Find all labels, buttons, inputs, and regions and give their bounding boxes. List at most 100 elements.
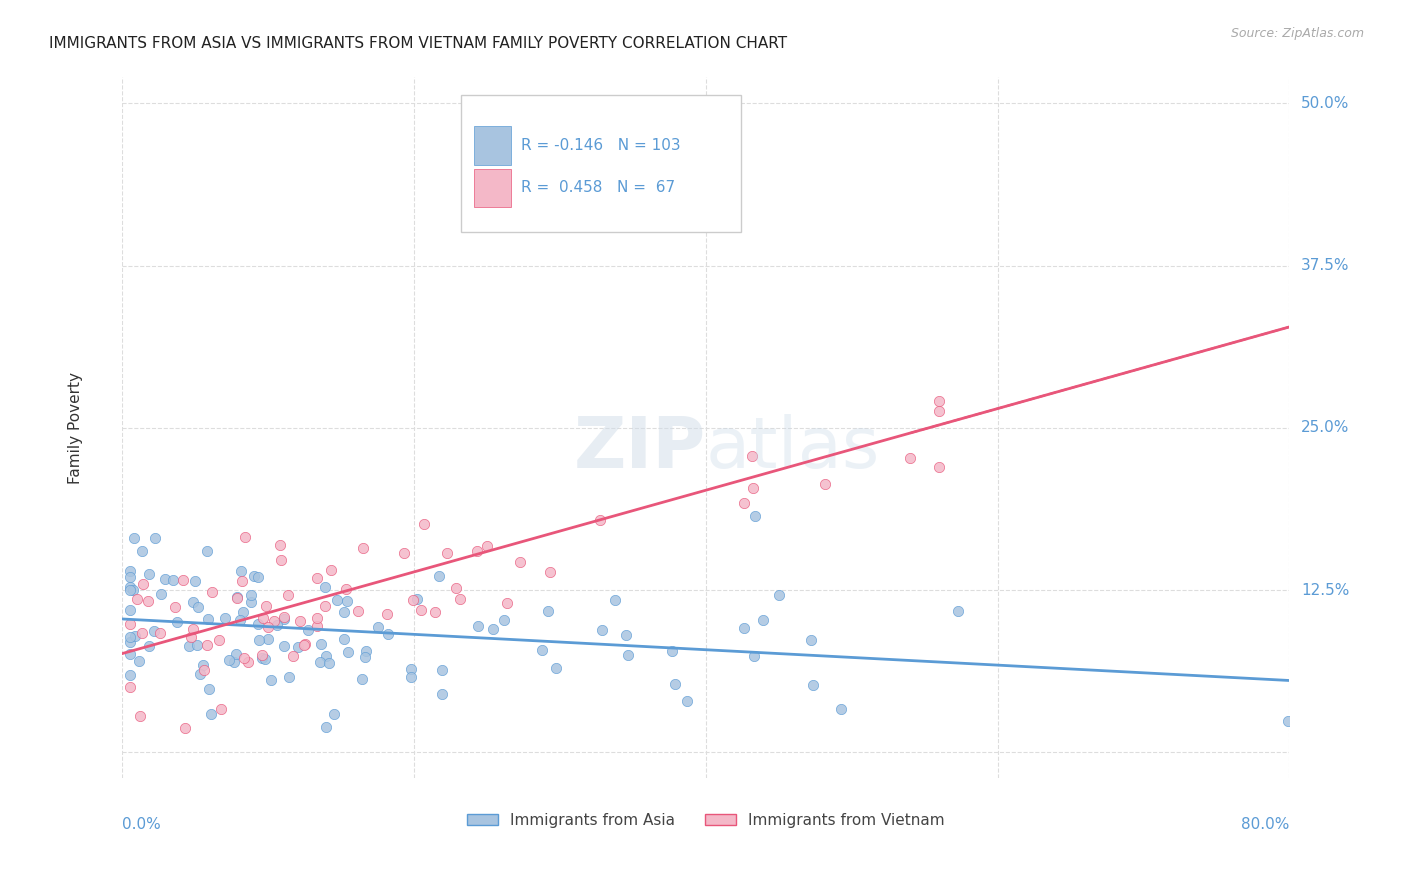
Point — [118, 564, 141, 578]
Point — [430, 688, 453, 702]
Point — [292, 638, 315, 652]
Point — [482, 622, 505, 636]
Point — [218, 653, 240, 667]
Point — [131, 544, 153, 558]
Point — [252, 611, 274, 625]
Point — [294, 637, 316, 651]
Point — [250, 648, 273, 663]
Point — [277, 588, 299, 602]
Point — [676, 694, 699, 708]
Point — [118, 582, 141, 597]
Point — [124, 629, 146, 643]
Point — [118, 631, 141, 645]
Point — [266, 617, 288, 632]
Point — [118, 617, 141, 632]
Point — [225, 591, 247, 605]
Point — [181, 622, 204, 636]
Point — [174, 721, 197, 735]
Point — [744, 508, 766, 523]
Point — [537, 604, 560, 618]
Point — [118, 680, 141, 694]
Point — [315, 648, 337, 663]
Point — [118, 570, 141, 584]
Point — [309, 637, 332, 651]
Point — [143, 624, 166, 639]
Point — [367, 620, 389, 634]
Point — [225, 591, 247, 606]
Point — [307, 571, 329, 585]
Point — [238, 655, 260, 669]
Text: R = -0.146   N = 103: R = -0.146 N = 103 — [522, 138, 681, 153]
Text: 12.5%: 12.5% — [1301, 582, 1350, 598]
Point — [278, 670, 301, 684]
Point — [233, 530, 256, 544]
Point — [149, 625, 172, 640]
Point — [273, 610, 295, 624]
Point — [246, 570, 269, 584]
Point — [616, 648, 638, 662]
Text: Family Poverty: Family Poverty — [67, 372, 83, 483]
Point — [270, 552, 292, 566]
Point — [183, 595, 205, 609]
Point — [325, 593, 347, 607]
Point — [336, 645, 359, 659]
Point — [350, 673, 373, 687]
Point — [260, 673, 283, 687]
Point — [495, 596, 517, 610]
Point — [589, 513, 612, 527]
Point — [427, 569, 450, 583]
Text: 0.0%: 0.0% — [122, 817, 162, 831]
Text: 50.0%: 50.0% — [1301, 96, 1350, 111]
Text: R =  0.458   N =  67: R = 0.458 N = 67 — [522, 180, 676, 195]
Point — [1277, 714, 1299, 729]
Point — [814, 477, 837, 491]
Point — [198, 681, 221, 696]
Point — [314, 581, 336, 595]
Point — [138, 639, 160, 653]
Point — [197, 611, 219, 625]
Point — [616, 628, 638, 642]
Point — [830, 702, 852, 716]
Point — [250, 650, 273, 665]
Point — [509, 555, 531, 569]
Point — [256, 599, 278, 613]
Point — [120, 634, 142, 648]
Point — [166, 615, 188, 629]
Point — [143, 531, 166, 545]
Point — [254, 652, 277, 666]
Point — [661, 644, 683, 658]
Point — [402, 593, 425, 607]
Point — [742, 648, 765, 663]
Text: ZIP: ZIP — [574, 415, 706, 483]
Point — [179, 639, 201, 653]
Point — [436, 546, 458, 560]
Point — [742, 481, 765, 495]
Text: IMMIGRANTS FROM ASIA VS IMMIGRANTS FROM VIETNAM FAMILY POVERTY CORRELATION CHART: IMMIGRANTS FROM ASIA VS IMMIGRANTS FROM … — [49, 36, 787, 51]
Point — [122, 531, 145, 545]
Point — [946, 604, 969, 618]
Text: atlas: atlas — [706, 415, 880, 483]
Legend: Immigrants from Asia, Immigrants from Vietnam: Immigrants from Asia, Immigrants from Vi… — [461, 806, 950, 834]
Point — [118, 668, 141, 682]
Point — [354, 644, 377, 658]
Point — [305, 611, 328, 625]
Text: 37.5%: 37.5% — [1301, 258, 1350, 273]
Point — [125, 592, 148, 607]
Point — [131, 626, 153, 640]
Point — [136, 594, 159, 608]
Point — [492, 613, 515, 627]
Point — [138, 566, 160, 581]
Point — [273, 612, 295, 626]
Point — [214, 611, 236, 625]
Point — [413, 516, 436, 531]
Point — [257, 620, 280, 634]
Point — [149, 586, 172, 600]
Point — [423, 606, 446, 620]
Point — [242, 569, 264, 583]
Point — [118, 603, 141, 617]
Point — [195, 544, 218, 558]
Point — [467, 619, 489, 633]
Point — [322, 706, 344, 721]
Point — [232, 605, 254, 619]
Point — [406, 592, 429, 607]
